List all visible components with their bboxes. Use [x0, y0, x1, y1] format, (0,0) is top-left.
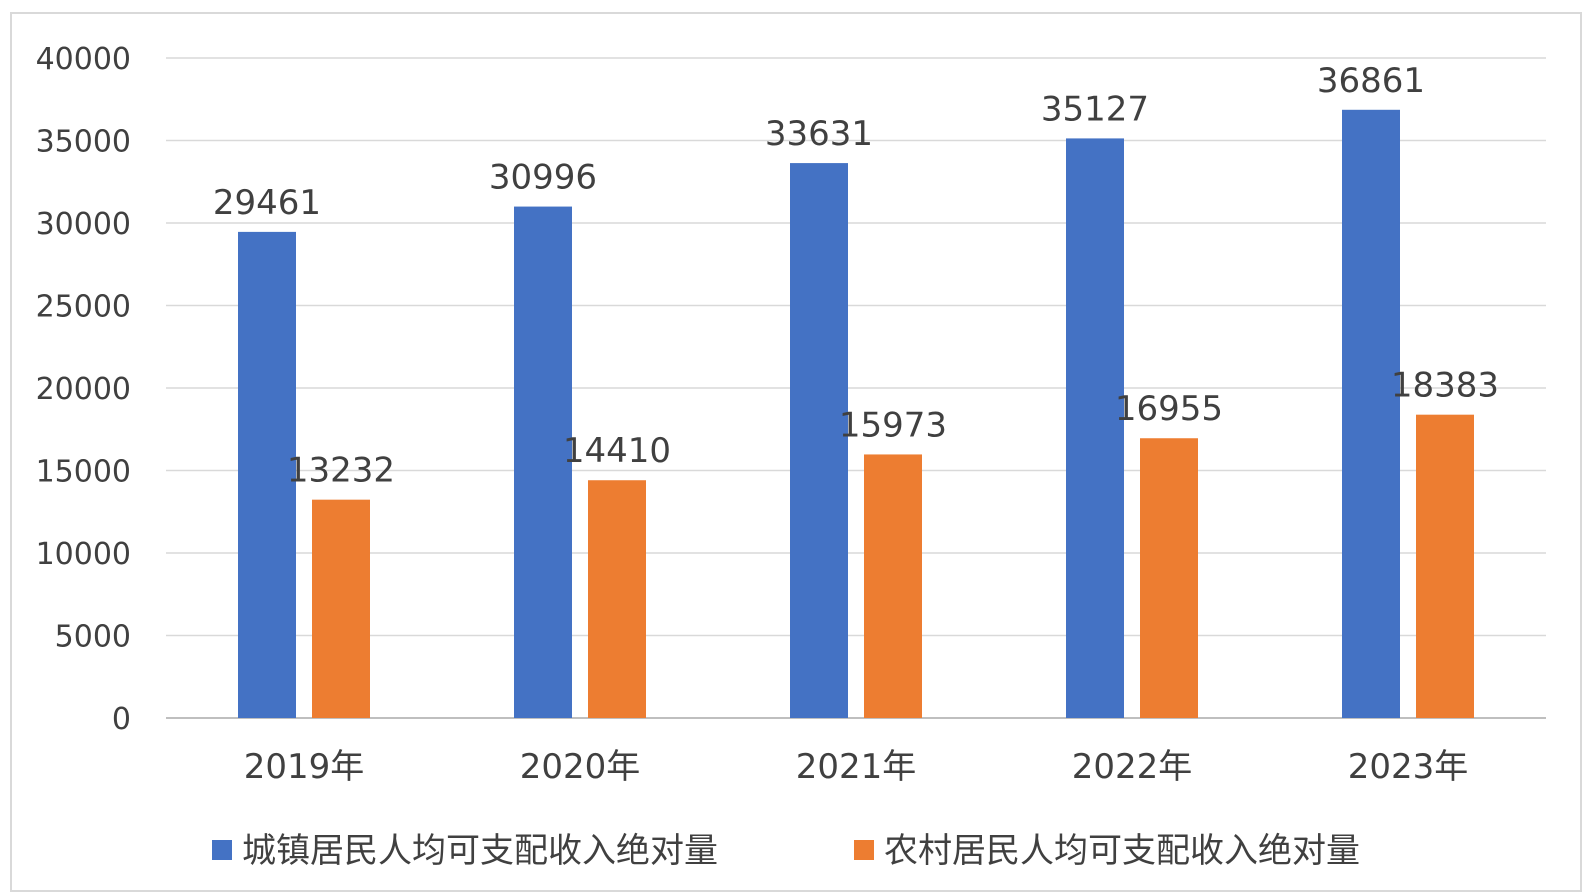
data-labels: 29461 13232 30996 14410 33631 15973 35127 16955… — [213, 61, 1499, 491]
x-axis-ticks: 2019年 2020年 2021年 2022年 2023年 — [244, 747, 1469, 787]
legend: 城镇居民人均可支配收入绝对量 农村居民人均可支配收入绝对量 — [212, 831, 1360, 871]
x-tick-label: 2022年 — [1072, 747, 1193, 787]
y-tick-label: 20000 — [36, 372, 131, 407]
y-tick-label: 5000 — [55, 620, 131, 655]
x-tick-label: 2023年 — [1348, 747, 1469, 787]
data-label: 13232 — [287, 451, 395, 491]
y-tick-label: 10000 — [36, 537, 131, 572]
bar-series-1 — [514, 206, 572, 719]
bar-series-2 — [588, 480, 646, 718]
data-label: 18383 — [1391, 366, 1499, 406]
data-label: 36861 — [1317, 61, 1425, 101]
bars — [238, 109, 1474, 719]
data-label: 14410 — [563, 431, 671, 471]
bar-series-2 — [1140, 438, 1198, 718]
y-tick-label: 0 — [112, 702, 131, 737]
y-tick-label: 30000 — [36, 207, 131, 242]
bar-series-1 — [790, 163, 848, 718]
y-tick-label: 35000 — [36, 125, 131, 160]
x-tick-label: 2019年 — [244, 747, 365, 787]
bar-series-1 — [1066, 138, 1124, 719]
y-tick-label: 40000 — [36, 42, 131, 77]
y-tick-label: 15000 — [36, 455, 131, 490]
data-label: 33631 — [765, 114, 873, 154]
y-tick-label: 25000 — [36, 290, 131, 325]
gridlines — [166, 57, 1546, 719]
bar-series-1 — [1342, 109, 1400, 718]
data-label: 30996 — [489, 158, 597, 198]
bar-series-2 — [864, 454, 922, 718]
bar-series-2 — [312, 499, 370, 718]
legend-label: 城镇居民人均可支配收入绝对量 — [242, 831, 718, 871]
bar-series-2 — [1416, 414, 1474, 718]
legend-swatch — [854, 840, 874, 860]
y-axis-ticks: 0 5000 10000 15000 20000 25000 30000 35000 40000 — [36, 42, 131, 737]
legend-swatch — [212, 840, 232, 860]
data-label: 16955 — [1115, 389, 1223, 429]
bar-series-1 — [238, 231, 296, 718]
data-label: 35127 — [1041, 89, 1149, 129]
data-label: 15973 — [839, 405, 947, 445]
x-tick-label: 2020年 — [520, 747, 641, 787]
x-tick-label: 2021年 — [796, 747, 917, 787]
legend-label: 农村居民人均可支配收入绝对量 — [884, 831, 1360, 871]
data-label: 29461 — [213, 183, 321, 223]
